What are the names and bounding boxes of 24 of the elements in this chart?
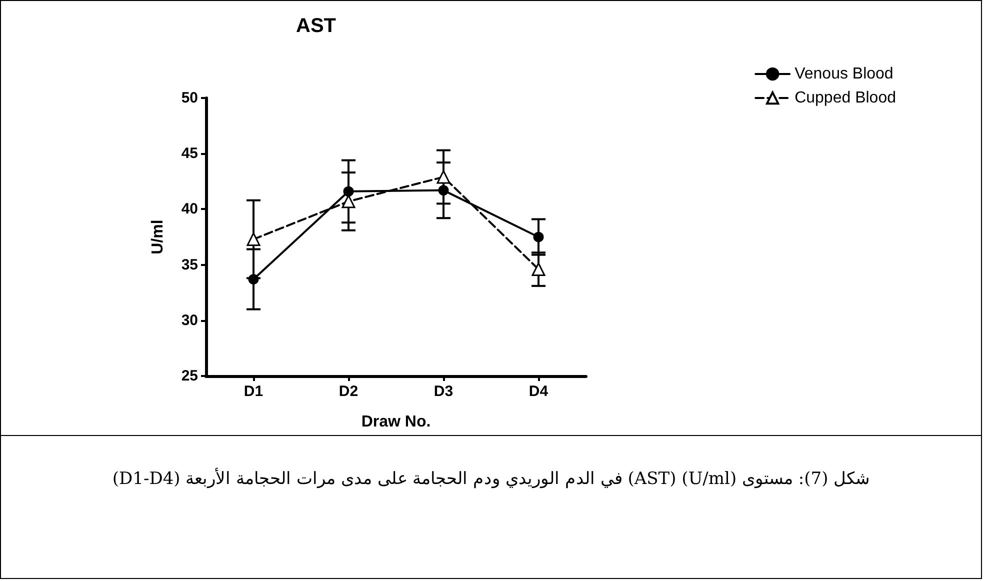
y-tick-label: 35: [181, 256, 198, 274]
y-axis-title: U/ml: [150, 220, 166, 254]
y-tick-label: 50: [181, 90, 198, 106]
point: [343, 186, 354, 197]
legend-label: Venous Blood: [794, 66, 894, 82]
point: [438, 185, 449, 196]
y-tick-label: 30: [181, 312, 198, 329]
legend-label: Cupped Blood: [794, 90, 896, 106]
point: [246, 232, 260, 246]
chart-title: AST: [296, 15, 336, 37]
y-tick-label: 25: [181, 368, 198, 384]
point: [436, 170, 450, 184]
point: [248, 274, 259, 285]
point: [532, 262, 546, 276]
x-axis-title: Draw No.: [361, 414, 431, 430]
point: [342, 194, 356, 208]
y-tick-label: 45: [181, 145, 198, 162]
x-tick-label: D4: [528, 383, 549, 400]
text: شكل (7): مستوى (U/ml) (AST) في الدم الوريدي ودم الحجامة على مدى مرات الحجامة الأربعة (D1-D4): [111, 466, 871, 491]
y-tick-label: 40: [181, 200, 198, 218]
point: [533, 232, 544, 242]
x-tick-label: D1: [244, 383, 264, 400]
x-tick-label: D3: [434, 383, 454, 400]
x-tick-label: D2: [338, 383, 358, 400]
